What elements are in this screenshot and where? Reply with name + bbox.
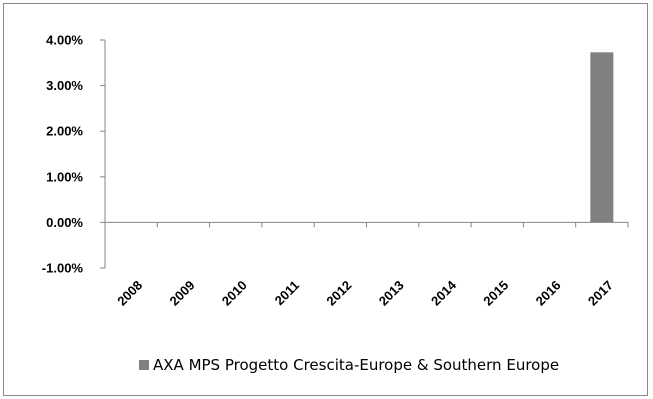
legend: AXA MPS Progetto Crescita-Europe & South…: [139, 356, 559, 374]
y-axis-ticks: 4.00% 3.00% 2.00% 1.00% 0.00% -1.00%: [42, 33, 105, 276]
bar: [590, 52, 614, 223]
bar-series: [590, 52, 614, 223]
y-tick-label: 3.00%: [46, 78, 83, 93]
y-tick-label: 4.00%: [46, 33, 83, 48]
legend-swatch: [139, 360, 149, 370]
x-axis-ticks: 2008 2009 2010 2011 2012 2013 2014 2015 2016 2017: [104, 222, 629, 309]
x-tick-label: 2008: [114, 278, 145, 309]
x-tick-label: 2010: [219, 278, 250, 309]
chart-frame: [3, 3, 648, 396]
legend-label: AXA MPS Progetto Crescita-Europe & South…: [153, 356, 559, 374]
x-tick-label: 2011: [272, 278, 303, 309]
x-tick-label: 2014: [428, 277, 460, 309]
x-tick-label: 2013: [376, 278, 407, 309]
x-tick-label: 2017: [585, 278, 616, 309]
x-tick-label: 2012: [323, 278, 354, 309]
y-tick-label: 2.00%: [46, 124, 83, 139]
y-tick-label: -1.00%: [42, 261, 84, 276]
x-tick-label: 2015: [480, 278, 511, 309]
x-tick-label: 2016: [533, 278, 564, 309]
y-tick-label: 1.00%: [46, 169, 83, 184]
y-tick-label: 0.00%: [46, 215, 83, 230]
chart-axes: [104, 40, 628, 268]
x-tick-label: 2009: [167, 278, 198, 309]
